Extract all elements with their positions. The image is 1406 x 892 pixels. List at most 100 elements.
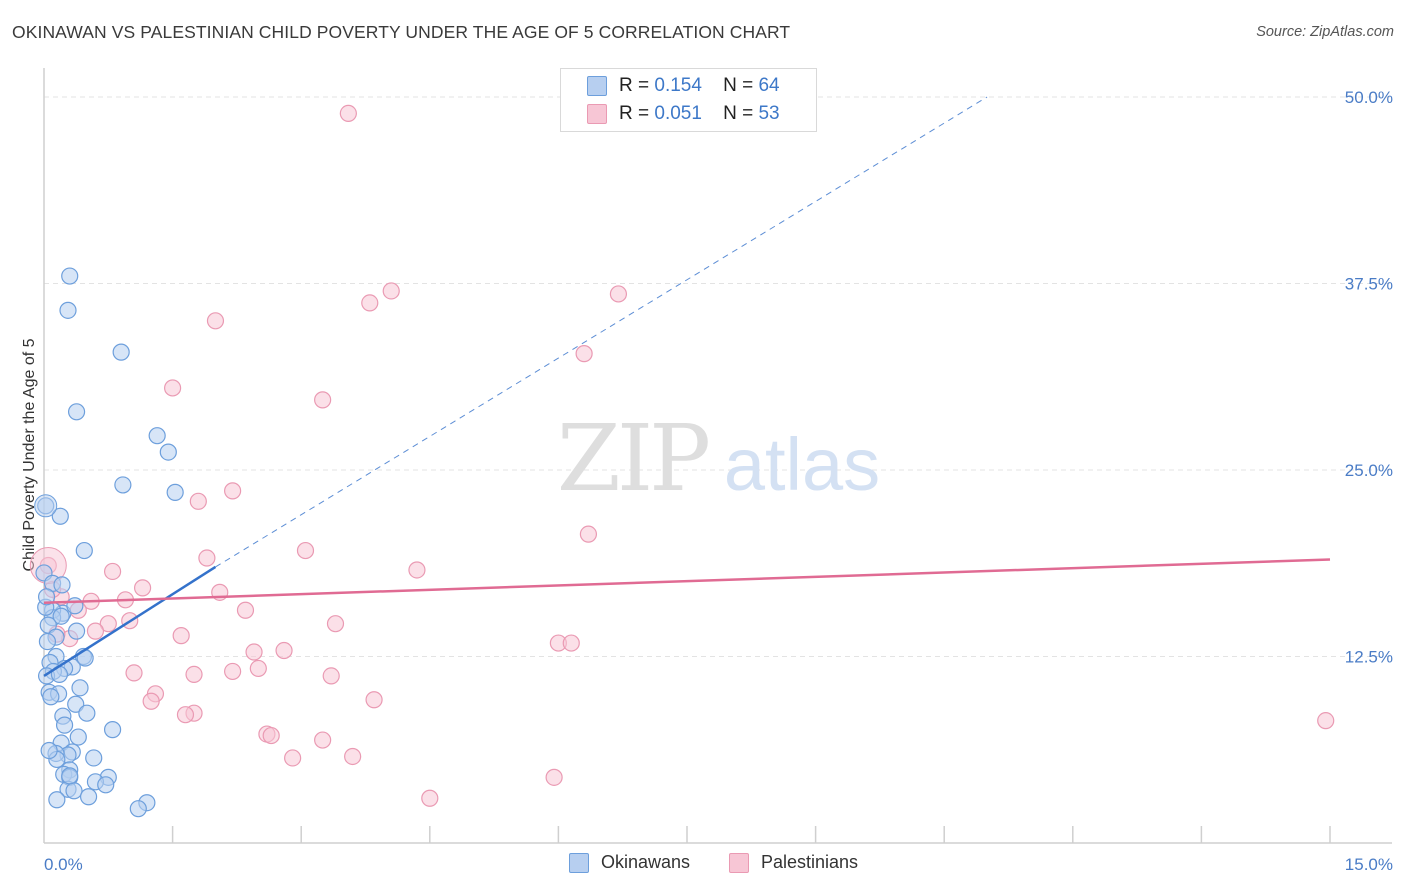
grid-lines (44, 96, 1392, 657)
okinawans-point-6 (114, 476, 132, 494)
palestinians-point-3 (361, 294, 379, 312)
palestinians-point-48 (1317, 712, 1335, 730)
x-tick-labels: 0.0% 15.0% (44, 855, 1393, 874)
x-tick-label-1: 15.0% (1345, 855, 1393, 874)
okinawans-point-30 (71, 679, 89, 697)
palestinians-point-42 (262, 726, 280, 745)
okinawans-point-61 (37, 588, 56, 606)
okinawans-point-34 (67, 695, 85, 713)
okinawans-points (34, 267, 184, 818)
palestinians-point-45 (344, 747, 362, 766)
palestinians-point-32 (224, 662, 242, 681)
okinawans-point-16 (66, 597, 84, 615)
palestinians-trend-line (43, 558, 1331, 605)
okinawans-point-18 (52, 607, 70, 625)
okinawans-point-33 (42, 688, 60, 706)
palestinians-n-value: 53 (758, 103, 780, 124)
okinawans-point-55 (48, 791, 66, 809)
source-label: Source: ZipAtlas.com (1256, 24, 1394, 40)
palestinians-point-38 (365, 691, 383, 709)
okinawans-point-54 (79, 788, 98, 806)
stats-legend: R = 0.154 N = 64 R = 0.051 N = 53 (560, 68, 817, 132)
okinawans-trend-extension (215, 96, 988, 568)
watermark-atlas: atlas (724, 423, 880, 506)
y-tick-label-1: 25.0% (1345, 461, 1393, 480)
okinawans-point-51 (97, 776, 115, 794)
palestinians-point-46 (545, 768, 563, 786)
bottom-legend-okinawans[interactable]: Okinawans (569, 852, 690, 873)
okinawans-point-38 (103, 721, 122, 739)
palestinians-point-14 (103, 562, 122, 581)
okinawans-point-62 (61, 767, 79, 785)
palestinians-point-23 (326, 615, 345, 633)
okinawans-point-7 (166, 483, 184, 501)
palestinians-point-4 (206, 312, 225, 330)
palestinians-point-28 (562, 634, 580, 652)
bottom-legend-palestinians[interactable]: Palestinians (729, 852, 858, 873)
okinawans-n-label: N = (723, 75, 754, 96)
okinawans-point-39 (69, 728, 87, 746)
axes (43, 68, 1392, 844)
okinawans-point-13 (53, 576, 71, 594)
palestinians-n-label: N = (723, 103, 754, 124)
okinawans-point-53 (65, 782, 83, 800)
okinawans-legend-swatch (569, 852, 589, 873)
palestinians-point-0 (339, 104, 357, 123)
palestinians-point-44 (284, 749, 302, 767)
okinawans-point-10 (75, 541, 93, 560)
okinawans-point-58 (40, 741, 58, 760)
palestinians-point-2 (609, 285, 628, 303)
palestinians-point-9 (224, 482, 242, 500)
okinawans-point-2 (112, 343, 130, 361)
y-axis-label: Child Poverty Under the Age of 5 (21, 338, 38, 571)
palestinians-point-13 (408, 561, 426, 579)
palestinians-point-29 (275, 641, 293, 660)
palestinians-point-40 (176, 706, 195, 724)
okinawans-r-label: R = (619, 75, 650, 96)
palestinians-r-value: 0.051 (654, 103, 702, 124)
okinawans-swatch (587, 76, 607, 96)
y-tick-label-3: 50.0% (1345, 88, 1393, 107)
palestinians-point-7 (314, 391, 332, 409)
palestinians-legend-swatch (729, 852, 749, 873)
y-tick-label-2: 37.5% (1345, 275, 1393, 294)
watermark: ZIP atlas (557, 405, 880, 512)
palestinians-point-5 (575, 345, 593, 363)
palestinians-point-33 (125, 664, 143, 682)
palestinians-point-22 (236, 601, 255, 619)
bottom-legend: Okinawans Palestinians (0, 852, 1406, 876)
chart-title: OKINAWAN VS PALESTINIAN CHILD POVERTY UN… (12, 22, 791, 42)
okinawans-point-57 (129, 800, 147, 818)
okinawans-cluster-marker (34, 494, 58, 518)
palestinians-r-label: R = (619, 103, 650, 124)
y-tick-label-0: 12.5% (1345, 648, 1393, 667)
palestinians-point-15 (133, 579, 152, 597)
okinawans-trend-line (43, 565, 217, 677)
okinawans-legend-label: Okinawans (601, 852, 691, 872)
okinawans-point-4 (148, 427, 166, 445)
okinawans-point-37 (55, 716, 74, 734)
okinawans-n-value: 64 (758, 75, 780, 96)
palestinians-point-8 (189, 492, 207, 510)
palestinians-point-31 (249, 659, 267, 678)
palestinians-legend-label: Palestinians (761, 852, 859, 872)
palestinians-point-1 (382, 282, 400, 300)
okinawans-point-44 (85, 749, 103, 767)
palestinians-point-6 (164, 379, 182, 397)
palestinians-point-43 (314, 731, 332, 749)
okinawans-point-5 (159, 443, 177, 461)
palestinians-point-24 (86, 622, 105, 640)
palestinians-point-10 (579, 525, 598, 543)
palestinians-swatch (587, 104, 607, 124)
okinawans-point-20 (67, 622, 86, 640)
palestinians-point-19 (99, 615, 117, 633)
palestinians-point-30 (245, 643, 263, 661)
okinawans-point-35 (78, 704, 96, 722)
palestinians-point-35 (322, 667, 340, 685)
watermark-zip: ZIP (557, 405, 708, 512)
palestinians-point-25 (172, 627, 190, 645)
trend-lines (43, 96, 1331, 677)
okinawans-point-9 (51, 507, 69, 525)
palestinians-point-37 (142, 692, 160, 710)
